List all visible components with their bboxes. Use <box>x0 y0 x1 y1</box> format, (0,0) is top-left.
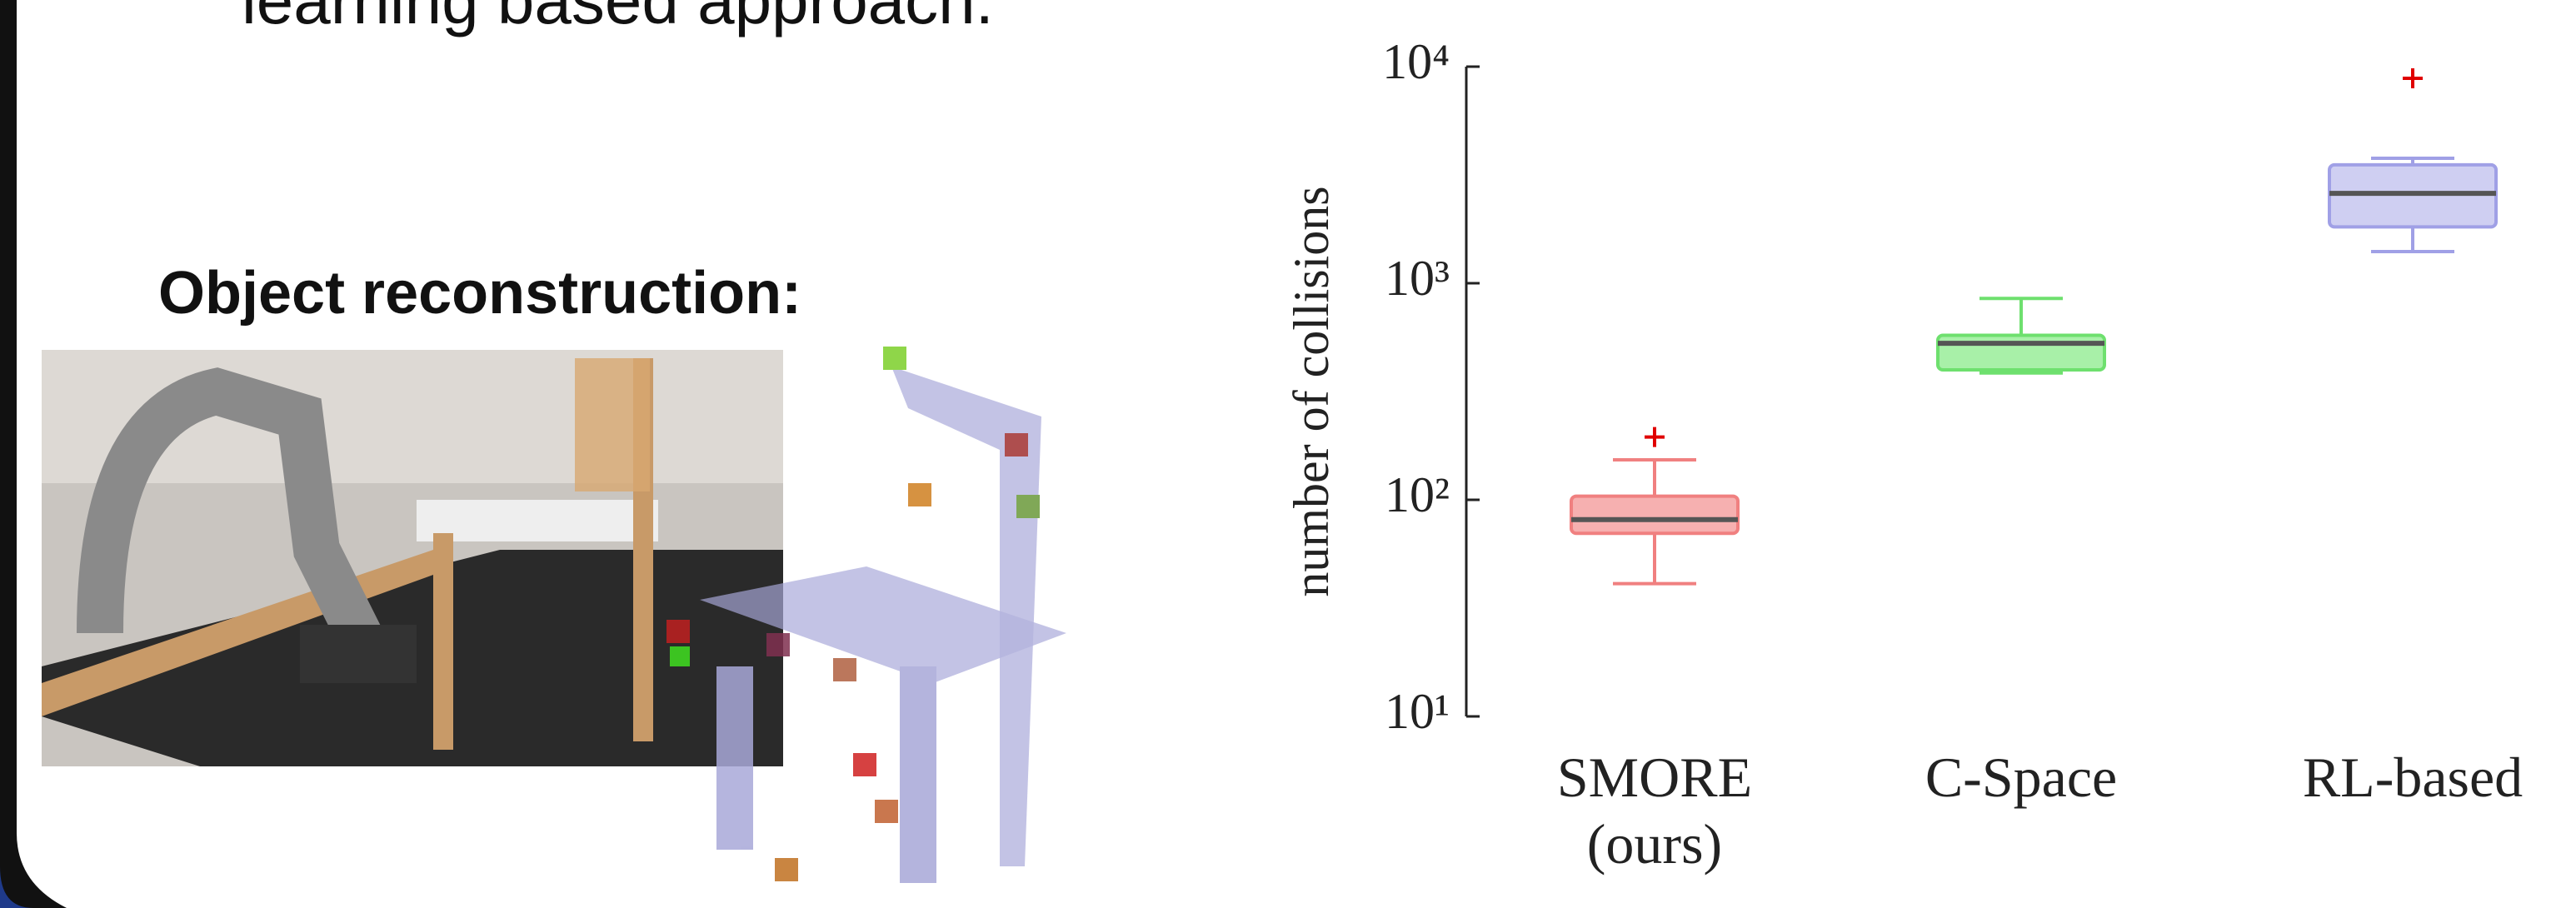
box <box>1571 496 1738 534</box>
y-tick-label: 10¹ <box>1385 684 1450 739</box>
x-tick-label: RL-based <box>2271 746 2554 813</box>
x-tick-label-box: SMORE (ours) <box>1513 746 1796 896</box>
box <box>2329 165 2496 227</box>
heading: Object reconstruction: <box>158 260 801 327</box>
y-tick-label: 10⁴ <box>1382 34 1450 89</box>
y-tick-label: 10² <box>1385 467 1450 522</box>
x-tick-label: C-Space <box>1880 746 2163 813</box>
x-tick-label-box: RL-based <box>2271 746 2554 896</box>
page: learning based approach. Object reconstr… <box>0 0 2576 908</box>
outlier <box>2403 68 2423 88</box>
slide: learning based approach. Object reconstr… <box>0 0 2576 908</box>
x-tick-label: SMORE (ours) <box>1513 746 1796 880</box>
y-tick-label: 10³ <box>1385 251 1450 306</box>
y-axis-label: number of collisions <box>1284 186 1339 596</box>
box-chart: number of collisions 10¹ 10² 10³ 10⁴ SMORE (… <box>1284 34 2554 896</box>
outlier <box>1645 427 1665 447</box>
box <box>1938 335 2104 370</box>
robot-photo <box>42 350 783 766</box>
partial-text: learning based approach. <box>242 0 994 37</box>
x-tick-label-box: C-Space <box>1880 746 2163 896</box>
